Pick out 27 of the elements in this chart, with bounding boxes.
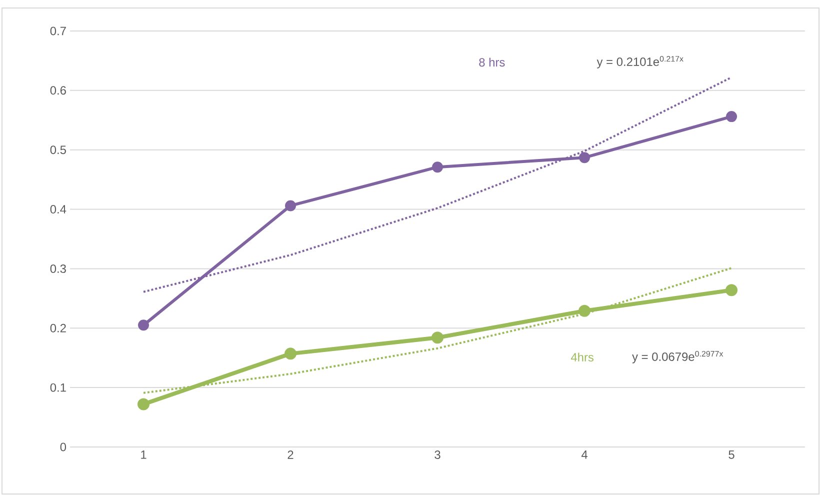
point <box>284 348 297 360</box>
x-tick-label: 1 <box>141 450 146 459</box>
y-tick-label: 0.7 <box>50 26 66 36</box>
point <box>726 111 738 122</box>
y-tick-label: 0.6 <box>50 86 66 95</box>
text: 4hrs <box>570 352 594 362</box>
point <box>285 200 296 212</box>
annotation: y = 0.2101e$^{0.217x}$ <box>596 56 684 68</box>
annotation: y = 0.0679e$^{0.2977x}$ <box>632 350 724 364</box>
y-tick-label: 0.5 <box>50 146 66 154</box>
point <box>726 284 738 296</box>
y-tick-label: 0.4 <box>50 205 66 214</box>
point <box>138 320 150 331</box>
point <box>138 398 150 410</box>
y-tick-label: 0.3 <box>50 264 66 273</box>
text: 8 hrs <box>479 58 505 67</box>
y-tick-label: 0.2 <box>50 324 66 332</box>
y-tick-label: 0 <box>60 442 66 452</box>
x-tick-label: 3 <box>434 450 440 459</box>
y-tick-label: 0.1 <box>50 383 66 392</box>
point <box>432 162 444 173</box>
x-tick-label: 5 <box>728 450 734 459</box>
point <box>578 304 591 317</box>
x-tick-label: 2 <box>288 450 294 459</box>
x-tick-label: 4 <box>581 450 588 459</box>
point <box>432 332 444 344</box>
point <box>579 152 590 164</box>
